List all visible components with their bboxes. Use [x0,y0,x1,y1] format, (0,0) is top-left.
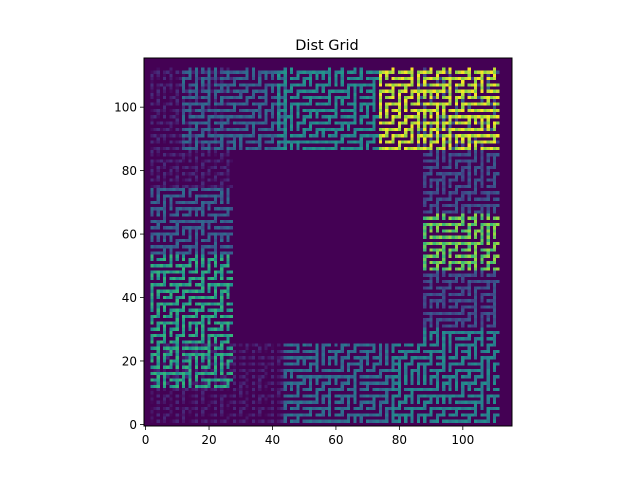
maze-corridor [150,340,281,423]
maze-corridor [429,270,500,328]
maze-corridor [150,67,233,189]
maze-corridor [378,67,500,150]
maze-corridor [277,67,379,150]
maze-region-bottom-left [182,67,287,150]
chart-title: Dist Grid [295,38,358,54]
maze-corridor [182,67,287,150]
maze-region-top-center [283,343,398,423]
maze-corridor [150,340,278,423]
maze-corridor [429,213,500,271]
maze-corridor [378,67,500,150]
maze-corridor [156,340,284,423]
x-tick-label: 80 [392,433,407,447]
maze-region-right-middle [423,213,500,271]
y-tick-label: 20 [122,354,137,368]
maze-corridor [391,327,500,423]
axes-frame [143,57,513,427]
y-tick-label: 80 [122,164,137,178]
maze-region-bottom-right [378,67,500,150]
maze-corridor [423,213,497,271]
maze-region-right-upper [423,270,500,328]
x-tick-label: 100 [451,433,474,447]
maze-region-left-lower [150,188,233,255]
maze-corridor [182,67,287,150]
maze-corridor [423,273,493,328]
y-tick-label: 100 [114,101,137,115]
y-tick-label: 60 [122,228,137,242]
maze-corridor [150,254,233,388]
x-tick-label: 20 [201,433,216,447]
x-axis: 0 20 40 60 80 100 [142,426,474,447]
y-tick-label: 40 [122,291,137,305]
x-tick-label: 40 [265,433,280,447]
heatmap-image [144,58,512,426]
maze-region-left-upper [150,254,233,388]
maze-corridor [277,67,379,150]
maze-corridor [283,343,392,423]
maze-region-top-right [391,327,500,423]
maze-corridor [150,188,233,255]
maze-corridor [182,67,287,150]
maze-corridor [150,67,233,189]
maze-corridor [289,343,398,423]
y-axis: 0 20 40 60 80 100 [114,101,144,432]
maze-region-top-left [150,340,284,423]
maze-corridor [150,254,233,388]
x-tick-label: 60 [328,433,343,447]
maze-corridor [150,188,233,255]
y-tick-label: 0 [129,418,137,432]
maze-corridor [423,270,497,328]
maze-corridor [391,330,500,423]
maze-region-bottom-center [277,67,379,150]
x-tick-label: 0 [142,433,150,447]
maze-corridor [378,67,500,150]
maze-corridor [150,188,233,255]
maze-corridor [283,343,395,423]
